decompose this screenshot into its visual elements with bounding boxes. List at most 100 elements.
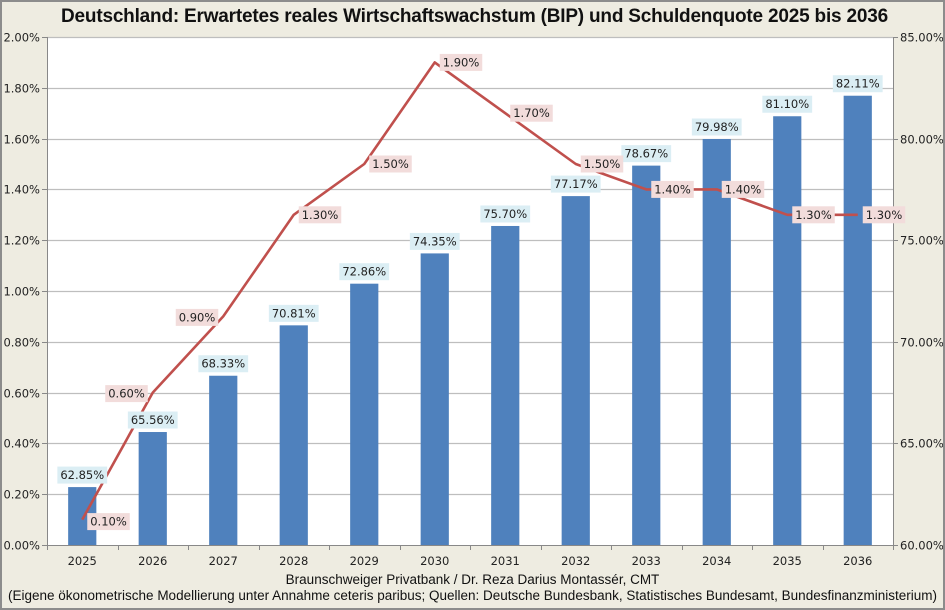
gridlines bbox=[47, 36, 893, 496]
bar-series bbox=[68, 95, 872, 546]
footer-author: Braunschweiger Privatbank / Dr. Reza Dar… bbox=[285, 572, 660, 587]
bar bbox=[279, 325, 308, 545]
bar-data-label: 82.11% bbox=[832, 75, 883, 93]
left-axis-tick-label: 2.00% bbox=[3, 31, 40, 45]
bar-data-label-text: 72.86% bbox=[342, 265, 386, 279]
line-data-label-bg bbox=[298, 206, 342, 224]
line-data-label-text: 1.70% bbox=[513, 106, 550, 120]
line-data-label: 0.10% bbox=[87, 513, 130, 531]
line-data-label-text: 0.60% bbox=[108, 387, 145, 401]
bar-data-label: 81.10% bbox=[762, 95, 813, 113]
bar-data-label: 74.35% bbox=[409, 232, 460, 250]
bar-data-label: 72.86% bbox=[339, 263, 390, 281]
bar-data-label-bg bbox=[762, 95, 813, 113]
bar-data-label-bg bbox=[480, 205, 531, 223]
line-data-label-text: 1.30% bbox=[795, 208, 832, 222]
bar-data-label-text: 70.81% bbox=[272, 306, 316, 320]
line-data-label-bg bbox=[175, 308, 219, 326]
line-data-label-text: 1.30% bbox=[866, 208, 903, 222]
left-axis-tick-label: 0.20% bbox=[3, 488, 40, 502]
x-axis-tick-label: 2031 bbox=[491, 554, 520, 568]
bar-data-label-text: 65.56% bbox=[131, 413, 175, 427]
bar bbox=[491, 225, 520, 545]
left-axis-tick-label: 1.00% bbox=[3, 285, 40, 299]
x-axis-tick-label: 2028 bbox=[279, 554, 308, 568]
bar bbox=[632, 165, 661, 545]
left-axis-tick-label: 1.80% bbox=[3, 82, 40, 96]
bar bbox=[843, 95, 872, 546]
bar-data-label-bg bbox=[691, 118, 742, 136]
bar-data-label-bg bbox=[57, 466, 108, 484]
bar bbox=[420, 253, 449, 545]
bar-data-label-text: 79.98% bbox=[695, 120, 739, 134]
bar-data-label-text: 75.70% bbox=[483, 207, 527, 221]
line-data-label: 1.40% bbox=[651, 180, 694, 198]
bar bbox=[209, 375, 238, 545]
left-axis-tick-label: 1.20% bbox=[3, 234, 40, 248]
line-data-label-text: 0.90% bbox=[179, 310, 216, 324]
bar-data-label-bg bbox=[550, 175, 601, 193]
line-data-label-bg bbox=[439, 53, 483, 71]
line-data-label-text: 1.30% bbox=[302, 208, 339, 222]
left-axis-tick-label: 0.40% bbox=[3, 437, 40, 451]
right-axis-tick-label: 70.00% bbox=[900, 336, 943, 350]
bar-data-label-bg bbox=[621, 145, 672, 163]
bar-data-label-text: 74.35% bbox=[413, 234, 457, 248]
line-data-label-bg bbox=[862, 206, 906, 224]
left-axis-tick-label: 1.40% bbox=[3, 183, 40, 197]
line-data-label-bg bbox=[721, 180, 765, 198]
x-axis-tick-label: 2034 bbox=[702, 554, 731, 568]
x-axis-tick-label: 2026 bbox=[138, 554, 167, 568]
line-data-label: 1.40% bbox=[721, 180, 765, 198]
bar-data-label: 78.67% bbox=[621, 145, 672, 163]
line-data-label: 1.70% bbox=[510, 104, 553, 122]
bar-data-label: 70.81% bbox=[268, 304, 319, 322]
line-data-label: 1.90% bbox=[439, 53, 483, 71]
x-axis-tick-label: 2027 bbox=[209, 554, 238, 568]
left-axis-tick-label: 1.60% bbox=[3, 133, 40, 147]
line-data-label-text: 0.10% bbox=[90, 515, 127, 529]
line-data-label-bg bbox=[580, 155, 624, 173]
line-data-label-bg bbox=[510, 104, 553, 122]
line-data-label-bg bbox=[369, 155, 412, 173]
x-axis-tick-label: 2029 bbox=[350, 554, 379, 568]
line-data-label-bg bbox=[87, 513, 130, 531]
chart-title: Deutschland: Erwartetes reales Wirtschaf… bbox=[61, 6, 888, 27]
footer-sources: (Eigene ökonometrische Modellierung unte… bbox=[7, 588, 937, 603]
line-data-label-text: 1.90% bbox=[443, 55, 480, 69]
bar-data-label-text: 81.10% bbox=[765, 97, 809, 111]
line-data-label: 0.90% bbox=[175, 308, 219, 326]
bar-data-label-bg bbox=[409, 232, 460, 250]
right-axis-tick-label: 75.00% bbox=[900, 234, 943, 248]
line-data-label-bg bbox=[792, 206, 835, 224]
x-axis-tick-label: 2030 bbox=[420, 554, 449, 568]
line-data-label: 1.30% bbox=[298, 206, 342, 224]
bar-data-label: 79.98% bbox=[691, 118, 742, 136]
bar-data-label-text: 82.11% bbox=[836, 77, 880, 91]
bar-data-label-text: 77.17% bbox=[554, 177, 598, 191]
line-data-label-text: 1.50% bbox=[584, 157, 621, 171]
bar-data-label-text: 78.67% bbox=[624, 147, 668, 161]
x-axis-tick-label: 2025 bbox=[68, 554, 97, 568]
line-data-label: 1.30% bbox=[792, 206, 835, 224]
bar bbox=[773, 116, 802, 546]
bar-data-label-bg bbox=[127, 411, 178, 429]
x-axis-tick-label: 2035 bbox=[773, 554, 802, 568]
line-data-label: 1.50% bbox=[580, 155, 624, 173]
left-axis-tick-label: 0.00% bbox=[3, 539, 40, 553]
bar-data-label-text: 68.33% bbox=[201, 357, 245, 371]
bar-data-label: 77.17% bbox=[550, 175, 601, 193]
line-data-label-bg bbox=[651, 180, 694, 198]
bar-data-label-bg bbox=[832, 75, 883, 93]
left-axis-tick-label: 0.80% bbox=[3, 336, 40, 350]
line-data-label-text: 1.40% bbox=[654, 182, 691, 196]
bar-data-label-text: 62.85% bbox=[60, 468, 104, 482]
right-axis-tick-label: 85.00% bbox=[900, 31, 943, 45]
bar-data-label: 65.56% bbox=[127, 411, 178, 429]
data-labels: 62.85% 65.56% 68.33% 70.81% 72.86% 74.35% 75.7… bbox=[57, 53, 906, 531]
right-axis-tick-label: 60.00% bbox=[900, 539, 943, 553]
x-axis-tick-label: 2036 bbox=[843, 554, 872, 568]
right-axis-tick-label: 80.00% bbox=[900, 133, 943, 147]
